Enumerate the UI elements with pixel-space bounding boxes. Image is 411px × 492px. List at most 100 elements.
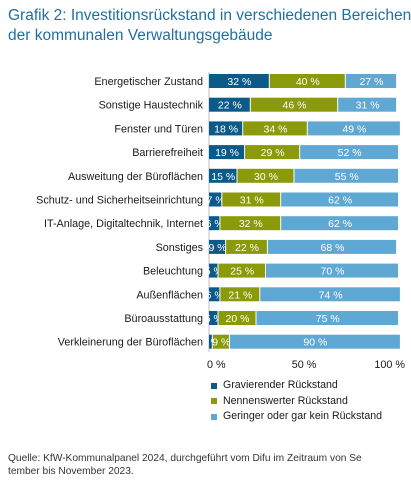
legend-label-nennenswert: Nennenswerter Rückstand xyxy=(223,394,348,407)
legend-item-nennenswert: Nennenswerter Rückstand xyxy=(211,394,382,410)
category-label: Ausweitung der Büroflächen xyxy=(68,171,203,183)
bar-segment xyxy=(209,334,212,349)
legend-swatch-gering xyxy=(211,413,217,420)
data-label: 9 % xyxy=(212,337,230,349)
category-label: Außenflächen xyxy=(136,289,203,301)
category-label: Büroausstattung xyxy=(124,313,203,325)
bar-segment xyxy=(267,239,397,254)
bar-segment xyxy=(222,192,281,207)
category-label: IT-Anlage, Digitaltechnik, Internet xyxy=(44,218,203,230)
bar-segment xyxy=(209,263,218,278)
source-note: Quelle: KfW-Kommunalpanel 2024, durchgef… xyxy=(8,452,408,478)
bar-segment xyxy=(294,168,398,183)
data-label: 32 % xyxy=(239,218,263,230)
data-label: 9 % xyxy=(209,242,227,254)
data-label: 22 % xyxy=(235,242,259,254)
bar-segment xyxy=(250,97,338,112)
data-label: 46 % xyxy=(283,100,307,112)
data-label: 27 % xyxy=(359,76,383,88)
x-tick-label: 50 % xyxy=(292,359,317,371)
bar-segment xyxy=(209,121,243,136)
bar-segment xyxy=(226,239,267,254)
data-label: 20 % xyxy=(226,313,250,325)
category-label: Energetischer Zustand xyxy=(94,76,203,88)
data-label: 52 % xyxy=(338,147,362,159)
data-label: 25 % xyxy=(230,266,254,278)
bar-segment xyxy=(245,145,300,160)
bar-segment xyxy=(209,168,237,183)
bar-segment xyxy=(243,121,307,136)
chart-title: Grafik 2: Investitionsrückstand in versc… xyxy=(8,6,411,46)
legend-label-gravierend: Gravierender Rückstand xyxy=(223,379,338,391)
data-label: 31 % xyxy=(240,195,264,207)
category-label: Sonstiges xyxy=(156,242,204,254)
bar-segment xyxy=(209,97,250,112)
bar-segment xyxy=(269,74,345,88)
x-tick-label: 100 % xyxy=(374,359,405,371)
data-label: 30 % xyxy=(254,171,278,183)
data-label: 7 % xyxy=(207,195,225,207)
bar-segment xyxy=(256,311,398,325)
data-label: 70 % xyxy=(321,266,345,278)
category-label: Sonstige Haustechnik xyxy=(99,100,204,112)
legend-swatch-gravierend xyxy=(211,382,217,389)
bar-segment xyxy=(218,263,265,278)
category-label: Beleuchtung xyxy=(143,266,203,278)
stacked-bar-chart: Energetischer Zustand 32 % 40 % 27 % Sonstig… xyxy=(36,72,405,371)
bar-segment xyxy=(209,287,220,302)
data-label: 5 % xyxy=(205,266,223,278)
bar-segment xyxy=(209,239,226,254)
data-label: 31 % xyxy=(356,100,380,112)
data-label: 90 % xyxy=(303,337,327,349)
data-label: 29 % xyxy=(261,147,285,159)
bar-segment xyxy=(300,145,398,160)
legend-swatch-nennenswert xyxy=(211,398,217,405)
bar-segment xyxy=(338,97,397,112)
bar-segment xyxy=(209,74,269,88)
bar-segment xyxy=(237,168,294,183)
bar-segment xyxy=(209,192,222,207)
category-label: Barrierefreiheit xyxy=(132,147,203,159)
x-tick-label: 0 % xyxy=(207,359,226,371)
bar-segment xyxy=(209,216,220,231)
bar-segment xyxy=(209,145,245,160)
data-label: 6 % xyxy=(206,218,224,230)
bar-segment xyxy=(220,287,260,302)
data-label: 5 % xyxy=(205,313,223,325)
data-label: 15 % xyxy=(211,171,235,183)
bar-segment xyxy=(266,263,398,278)
bar-segment xyxy=(281,192,398,207)
data-label: 6 % xyxy=(206,289,224,301)
legend-item-gering: Geringer oder gar kein Rückstand xyxy=(211,409,382,425)
bar-segment xyxy=(209,311,218,325)
bar-segment xyxy=(229,334,400,349)
data-label: 22 % xyxy=(218,100,242,112)
bar-segment xyxy=(212,334,229,349)
source-line2: tember bis November 2023. xyxy=(8,466,134,477)
legend-label-gering: Geringer oder gar kein Rückstand xyxy=(223,410,382,422)
bar-segment xyxy=(218,311,256,325)
data-label: 68 % xyxy=(321,242,345,254)
bar-segment xyxy=(281,216,398,231)
bar-segment xyxy=(345,74,397,88)
data-label: 18 % xyxy=(214,123,238,135)
bar-segment xyxy=(220,216,281,231)
data-label: 32 % xyxy=(227,76,251,88)
data-label: 21 % xyxy=(228,289,252,301)
legend-item-gravierend: Gravierender Rückstand xyxy=(211,378,382,394)
data-label: 74 % xyxy=(319,289,343,301)
data-label: 49 % xyxy=(342,123,366,135)
chart-title-line1: Grafik 2: Investitionsrückstand in versc… xyxy=(8,7,411,24)
data-label: 19 % xyxy=(215,147,239,159)
data-label: 34 % xyxy=(264,123,288,135)
category-label: Schutz- und Sicherheitseinrichtung xyxy=(36,195,203,207)
data-label: 55 % xyxy=(335,171,359,183)
bar-segment xyxy=(307,121,400,136)
data-label: 62 % xyxy=(328,195,352,207)
chart-title-line2: der kommunalen Verwaltungsgebäude xyxy=(8,27,273,44)
data-label: 40 % xyxy=(296,76,320,88)
category-label: Fenster und Türen xyxy=(114,123,203,135)
legend: Gravierender Rückstand Nennenswerter Rüc… xyxy=(211,378,382,425)
bar-segment xyxy=(260,287,400,302)
source-line1: Quelle: KfW-Kommunalpanel 2024, durchgef… xyxy=(8,453,362,464)
